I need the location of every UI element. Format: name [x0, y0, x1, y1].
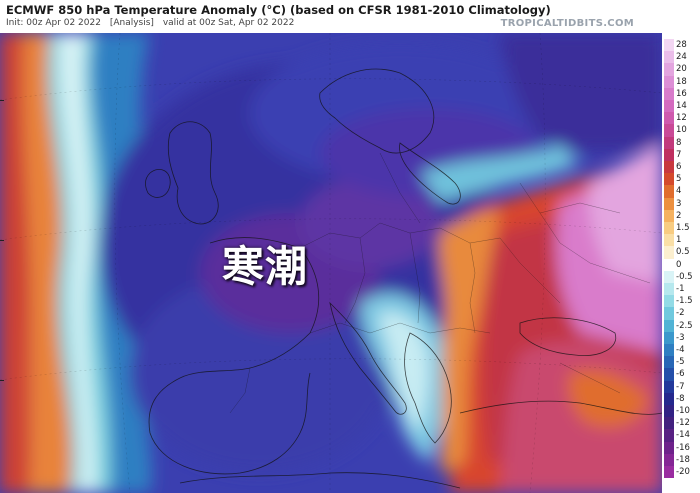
colorbar-swatch: [664, 246, 674, 259]
colorbar-swatch: [664, 417, 674, 430]
colorbar-swatch: [664, 39, 674, 52]
colorbar-label: 1: [676, 235, 682, 246]
colorbar-swatch: [664, 295, 674, 308]
colorbar-label: -7: [676, 381, 685, 392]
colorbar-swatch: [664, 380, 674, 393]
colorbar-swatch: [664, 368, 674, 381]
colorbar-label: 8: [676, 137, 682, 148]
colorbar-swatch: [664, 319, 674, 332]
lat-tick: [0, 100, 4, 101]
colorbar-label: -16: [676, 442, 690, 453]
analysis-tag: [Analysis]: [109, 18, 154, 28]
colorbar-label: 5: [676, 174, 682, 185]
colorbar-label: 10: [676, 125, 687, 136]
colorbar-label: 20: [676, 64, 687, 75]
colorbar-label: 7: [676, 149, 682, 160]
colorbar-swatch: [664, 441, 674, 454]
colorbar-swatch: [664, 453, 674, 466]
coastlines: [145, 68, 662, 489]
anomaly-field: [0, 33, 662, 493]
map-subtitle: Init: 00z Apr 02 2022 [Analysis] valid a…: [6, 18, 300, 28]
lat-tick: [0, 380, 4, 381]
colorbar-swatch: [664, 466, 674, 479]
map-header: ECMWF 850 hPa Temperature Anomaly (°C) (…: [0, 0, 700, 33]
country-borders: [229, 152, 651, 414]
temperature-anomaly-map: [0, 33, 662, 493]
colorbar-swatch: [664, 100, 674, 113]
colorbar-label: -12: [676, 418, 690, 429]
colorbar-swatch: [664, 331, 674, 344]
colorbar-label: -10: [676, 406, 690, 416]
colorbar-label: -8: [676, 393, 685, 404]
colorbar-swatch: [664, 63, 674, 76]
colorbar-swatch: [664, 173, 674, 186]
colorbar-label: 0.5: [676, 247, 690, 258]
colorbar-swatch: [664, 136, 674, 149]
colorbar-label: 16: [676, 88, 687, 99]
graticule: [0, 33, 662, 493]
colorbar-swatch: [664, 405, 674, 418]
colorbar-swatch: [664, 209, 674, 222]
colorbar-swatch: [664, 270, 674, 283]
colorbar-label: 12: [676, 113, 687, 124]
colorbar-label: -3: [676, 332, 685, 343]
colorbar-swatch: [664, 161, 674, 174]
colorbar-label: 14: [676, 101, 687, 111]
colorbar-label: -14: [676, 430, 690, 441]
colorbar-label: 28: [676, 40, 687, 50]
colorbar-label: 6: [676, 162, 682, 172]
colorbar-swatch: [664, 75, 674, 88]
lat-tick: [0, 240, 4, 241]
colorbar-label: 1.5: [676, 223, 690, 233]
map-canvas: [0, 33, 662, 493]
colorbar-swatch: [664, 344, 674, 357]
colorbar-swatch: [664, 124, 674, 137]
colorbar-swatch: [664, 148, 674, 161]
colorbar-label: -20: [676, 467, 690, 477]
colorbar-swatch: [664, 197, 674, 210]
colorbar-label: 18: [676, 76, 687, 87]
colorbar-label: -5: [676, 357, 685, 368]
init-time: Init: 00z Apr 02 2022: [6, 18, 101, 28]
colorbar-label: -18: [676, 454, 690, 465]
colorbar-swatch: [664, 234, 674, 247]
valid-time: valid at 00z Sat, Apr 02 2022: [162, 18, 295, 28]
colorbar-label: -2.5: [676, 320, 693, 331]
colorbar-label: -4: [676, 345, 685, 355]
colorbar-legend: 28 24 20 18 16 14 12 10 8 7 6 5 4 3 2 1.5 1 0.5 0 -0.5 -1 -1.…: [662, 33, 700, 493]
cold-wave-label: 寒潮: [222, 242, 309, 291]
colorbar-label: 3: [676, 198, 682, 209]
colorbar-label: 0: [676, 259, 682, 270]
colorbar-swatch: [664, 429, 674, 442]
colorbar-label: 2: [676, 210, 682, 221]
colorbar-swatch: [664, 392, 674, 405]
colorbar-label: 4: [676, 186, 682, 197]
colorbar-swatch: [664, 51, 674, 64]
colorbar-swatch: [664, 307, 674, 320]
colorbar-swatch: [664, 222, 674, 235]
colorbar-label: -0.5: [676, 271, 693, 282]
colorbar-label: -6: [676, 369, 685, 380]
colorbar-label: -1: [676, 284, 685, 294]
colorbar-swatch: [664, 356, 674, 369]
colorbar-swatch: [664, 258, 674, 271]
colorbar-swatch: [664, 185, 674, 198]
colorbar-swatch: [664, 87, 674, 100]
colorbar-swatch: [664, 283, 674, 296]
colorbar-label: 24: [676, 52, 687, 63]
colorbar-swatch: [664, 112, 674, 125]
brand-watermark: TROPICALTIDBITS.COM: [500, 18, 634, 29]
colorbar-label: -2: [676, 308, 685, 319]
colorbar-label: -1.5: [676, 296, 693, 307]
map-title: ECMWF 850 hPa Temperature Anomaly (°C) (…: [6, 3, 551, 17]
